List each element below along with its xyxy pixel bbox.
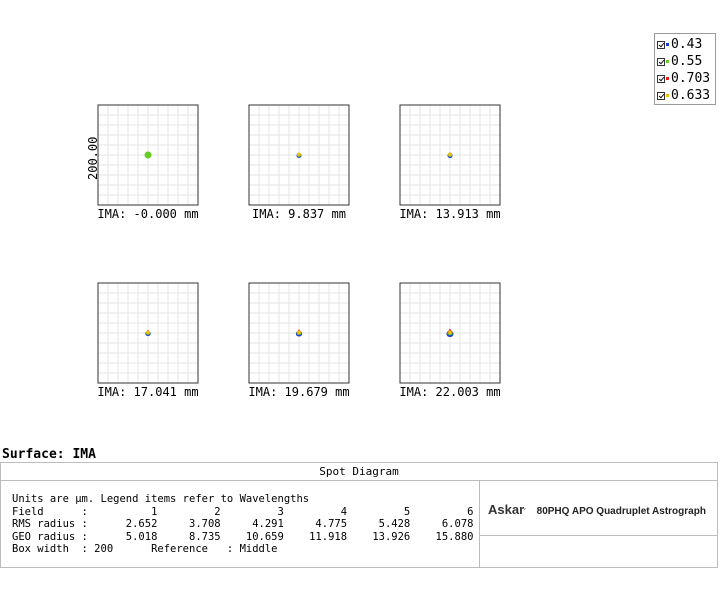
legend-swatch xyxy=(666,77,669,80)
spot-plot-field-4: IMA: 17.041 mm xyxy=(97,282,199,399)
legend-label: 0.633 xyxy=(671,88,711,103)
brand-name: Askar xyxy=(488,502,525,517)
spot-0.633 xyxy=(448,330,452,335)
info-text: Units are µm. Legend items refer to Wave… xyxy=(12,493,474,555)
spot-0.55 xyxy=(144,151,152,159)
info-title: Spot Diagram xyxy=(1,463,717,481)
legend-label: 0.703 xyxy=(671,71,711,86)
ima-label: IMA: 9.837 mm xyxy=(252,207,346,221)
legend-swatch xyxy=(666,94,669,97)
spot-plot-field-5: IMA: 19.679 mm xyxy=(248,282,350,399)
brand-mark: ′ xyxy=(524,507,526,516)
spot-0.633 xyxy=(448,152,452,157)
spot-plot-field-6: IMA: 22.003 mm xyxy=(399,282,501,399)
spot-0.633 xyxy=(146,330,150,335)
plot-frame xyxy=(399,282,501,384)
wavelength-legend: 0.43 0.55 0.703 0.633 xyxy=(654,33,716,105)
checkbox-icon[interactable] xyxy=(657,57,665,66)
brand-product: 80PHQ APO Quadruplet Astrograph xyxy=(536,506,706,517)
ima-label: IMA: 22.003 mm xyxy=(399,385,500,399)
legend-swatch xyxy=(666,43,669,46)
plot-frame xyxy=(248,104,350,206)
scale-label: 200.00 xyxy=(86,137,100,180)
spot-plot-field-1: IMA: -0.000 mm xyxy=(97,104,199,221)
spot-0.633 xyxy=(297,152,301,157)
checkbox-icon[interactable] xyxy=(657,74,665,83)
ima-label: IMA: -0.000 mm xyxy=(97,207,198,221)
spot-plot-field-3: IMA: 13.913 mm xyxy=(399,104,501,221)
spot-diagram-info-box: Spot Diagram Units are µm. Legend items … xyxy=(0,462,718,568)
legend-item-3[interactable]: 0.633 xyxy=(655,87,715,104)
legend-item-0[interactable]: 0.43 xyxy=(655,36,715,53)
surface-title: Surface: IMA xyxy=(2,447,96,462)
divider xyxy=(479,481,480,568)
plot-frame xyxy=(97,282,199,384)
legend-item-1[interactable]: 0.55 xyxy=(655,53,715,70)
legend-label: 0.43 xyxy=(671,37,703,52)
spot-diagram-plots: 200.00 IMA: -0.000 mm IMA: 9.837 mm IMA: 13… xyxy=(86,104,501,399)
legend-swatch xyxy=(666,60,669,63)
divider xyxy=(480,535,718,536)
plot-frame xyxy=(399,104,501,206)
legend-item-2[interactable]: 0.703 xyxy=(655,70,715,87)
ima-label: IMA: 13.913 mm xyxy=(399,207,500,221)
checkbox-icon[interactable] xyxy=(657,40,665,49)
spot-plot-field-2: IMA: 9.837 mm xyxy=(248,104,350,221)
ima-label: IMA: 19.679 mm xyxy=(248,385,349,399)
checkbox-icon[interactable] xyxy=(657,91,665,100)
plot-frame xyxy=(248,282,350,384)
legend-label: 0.55 xyxy=(671,54,703,69)
plot-frame xyxy=(97,104,199,206)
brand-logo: Askar ′ 80PHQ APO Quadruplet Astrograph xyxy=(488,502,706,517)
spot-0.633 xyxy=(297,330,301,335)
ima-label: IMA: 17.041 mm xyxy=(97,385,198,399)
